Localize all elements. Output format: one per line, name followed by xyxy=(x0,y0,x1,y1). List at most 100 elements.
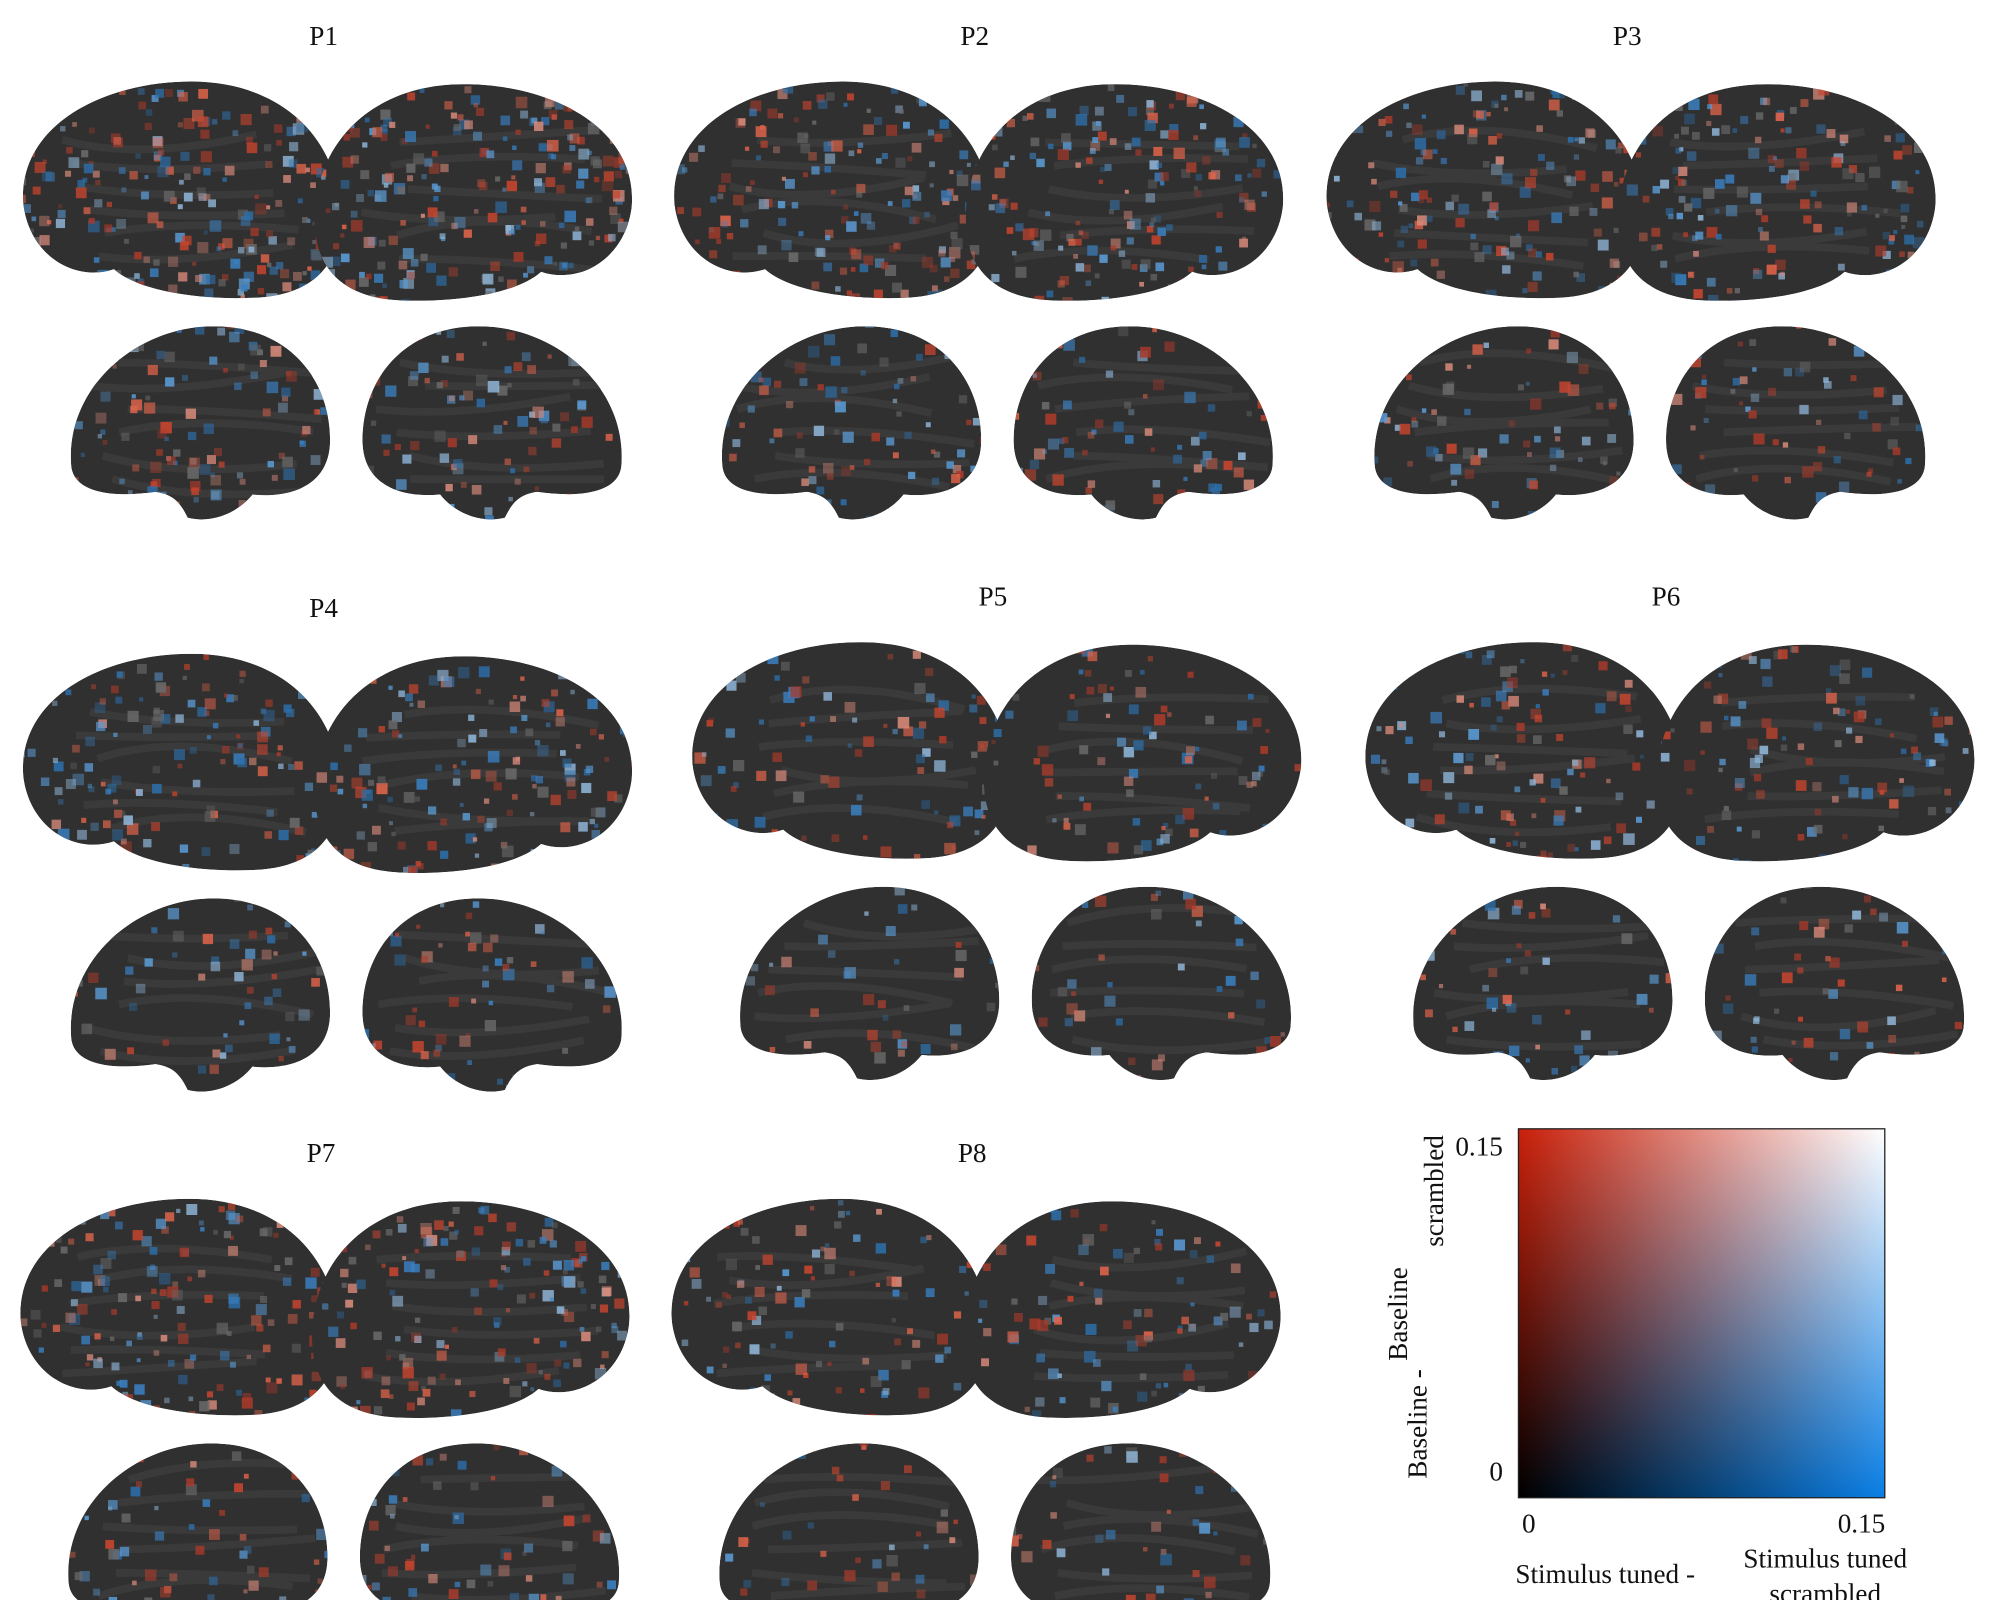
activation-spot xyxy=(1488,968,1497,977)
activation-spot xyxy=(1041,649,1049,657)
activation-spot xyxy=(571,1217,581,1227)
activation-spot xyxy=(1095,896,1106,907)
activation-spot xyxy=(698,489,704,495)
activation-spot xyxy=(847,93,854,100)
activation-spot xyxy=(1527,452,1532,457)
activation-spot xyxy=(1783,442,1788,447)
activation-spot xyxy=(1591,184,1599,192)
activation-spot xyxy=(440,1454,447,1461)
activation-spot xyxy=(1061,133,1071,143)
activation-spot xyxy=(350,1453,358,1461)
activation-spot xyxy=(1083,803,1091,811)
activation-spot xyxy=(182,375,188,381)
brain-surface xyxy=(688,642,1017,867)
activation-spot xyxy=(368,780,374,786)
activation-spot xyxy=(340,1496,351,1507)
activation-spot xyxy=(1501,810,1511,820)
activation-spot xyxy=(1003,162,1008,167)
activation-spot xyxy=(340,925,348,933)
activation-spot xyxy=(386,1429,393,1436)
activation-spot xyxy=(311,1268,320,1277)
activation-spot xyxy=(1788,1058,1792,1062)
activation-spot xyxy=(907,156,912,161)
activation-spot xyxy=(1160,834,1169,843)
activation-spot xyxy=(314,1559,319,1564)
activation-spot xyxy=(497,1079,503,1085)
activation-spot xyxy=(892,283,902,293)
activation-spot xyxy=(375,328,384,337)
activation-spot xyxy=(1650,457,1661,468)
activation-spot xyxy=(285,1434,296,1445)
activation-spot xyxy=(484,798,489,803)
activation-spot xyxy=(1852,336,1856,340)
activation-spot xyxy=(717,1039,724,1046)
activation-spot xyxy=(786,401,793,408)
activation-spot xyxy=(421,254,428,261)
activation-spot xyxy=(797,133,807,143)
activation-spot xyxy=(1213,1398,1218,1403)
activation-spot xyxy=(1853,1070,1860,1077)
activation-spot xyxy=(1050,1481,1056,1487)
activation-spot xyxy=(1842,834,1847,839)
activation-spot xyxy=(1160,1554,1172,1566)
activation-spot xyxy=(935,1060,941,1066)
activation-spot xyxy=(852,1494,859,1501)
activation-spot xyxy=(1482,985,1489,992)
activation-spot xyxy=(618,1272,624,1278)
activation-spot xyxy=(1736,1075,1745,1084)
activation-spot xyxy=(1450,929,1456,935)
activation-spot xyxy=(1085,670,1092,677)
activation-spot xyxy=(925,344,936,355)
activation-spot xyxy=(951,232,958,239)
activation-spot xyxy=(261,1087,268,1094)
activation-spot xyxy=(1536,704,1540,708)
activation-spot xyxy=(1162,1416,1173,1427)
activation-spot xyxy=(792,202,798,208)
activation-spot xyxy=(222,238,232,248)
activation-spot xyxy=(1133,818,1141,826)
activation-spot xyxy=(844,967,856,979)
activation-spot xyxy=(262,950,272,960)
activation-spot xyxy=(590,729,597,736)
activation-spot xyxy=(188,700,196,708)
activation-spot xyxy=(210,475,220,485)
activation-spot xyxy=(365,391,373,399)
activation-spot xyxy=(1569,207,1578,216)
activation-spot xyxy=(178,272,187,281)
activation-spot xyxy=(324,489,328,493)
activation-spot xyxy=(427,521,433,527)
activation-spot xyxy=(345,474,354,483)
activation-spot xyxy=(1012,413,1019,420)
activation-spot xyxy=(927,291,938,302)
activation-spot xyxy=(554,1360,561,1367)
activation-spot xyxy=(1375,269,1381,275)
activation-spot xyxy=(1530,779,1536,785)
activation-spot xyxy=(633,1366,643,1376)
activation-spot xyxy=(1157,227,1165,235)
activation-spot xyxy=(825,386,836,397)
activation-spot xyxy=(1772,306,1782,316)
activation-spot xyxy=(732,884,739,891)
activation-spot xyxy=(625,1431,630,1436)
activation-spot xyxy=(363,804,367,808)
activation-spot xyxy=(190,747,197,754)
activation-spot xyxy=(440,819,447,826)
activation-spot xyxy=(420,88,425,93)
activation-spot xyxy=(222,177,226,181)
activation-spot xyxy=(1486,112,1490,116)
activation-spot xyxy=(1145,1336,1152,1343)
activation-spot xyxy=(1109,302,1117,310)
activation-spot xyxy=(348,1580,353,1585)
activation-spot xyxy=(812,121,816,125)
activation-spot xyxy=(331,1226,338,1233)
activation-spot xyxy=(1183,889,1193,899)
activation-spot xyxy=(470,1482,478,1490)
activation-spot xyxy=(1283,1289,1291,1297)
activation-spot xyxy=(237,472,243,478)
activation-spot xyxy=(445,484,452,491)
activation-spot xyxy=(362,1420,367,1425)
activation-spot xyxy=(1054,1317,1062,1325)
activation-spot xyxy=(1202,156,1210,164)
activation-spot xyxy=(617,1364,626,1373)
activation-spot xyxy=(755,644,763,652)
